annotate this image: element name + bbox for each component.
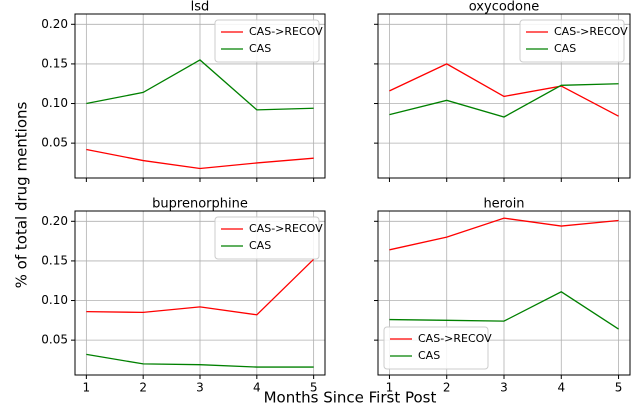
- plot-frame: [74, 13, 326, 179]
- line-series: [86, 353, 314, 368]
- y-tick-label: 0.10: [41, 96, 68, 110]
- subplot: lsd 0.05 0.10 0.15 0.20 CAS->RECOV CAS: [41, 0, 326, 182]
- y-tick-label: 0.05: [41, 333, 68, 347]
- line-series: [86, 258, 315, 316]
- subplot: buprenorphine 1 2 3 4 5 0.05 0.10 0.15 0.20 CAS->R…: [41, 197, 326, 395]
- subplot-title: lsd: [191, 0, 210, 15]
- x-tick-label: 5: [615, 381, 623, 395]
- legend-label: CAS: [418, 349, 440, 362]
- x-tick-label: 3: [196, 381, 204, 395]
- plot-frame: [377, 210, 631, 376]
- legend-label: CAS->RECOV: [249, 222, 323, 235]
- plot-frame: [377, 13, 631, 179]
- legend-label: CAS: [249, 42, 271, 55]
- line-series: [86, 148, 314, 170]
- legend-box: [214, 19, 320, 63]
- legend: CAS->RECOV CAS: [519, 19, 628, 63]
- x-tick-label: 2: [139, 381, 147, 395]
- line-series: [389, 63, 619, 117]
- subplot: oxycodone CAS->RECOV CAS: [374, 0, 631, 182]
- y-tick-label: 0.10: [41, 293, 68, 307]
- line-series: [86, 59, 314, 111]
- legend: CAS->RECOV CAS: [214, 216, 323, 260]
- x-tick-label: 4: [557, 381, 565, 395]
- subplot-title: buprenorphine: [152, 197, 248, 212]
- x-tick-label: 1: [83, 381, 91, 395]
- legend-label: CAS: [249, 239, 271, 252]
- x-tick-label: 4: [253, 381, 261, 395]
- y-tick-label: 0.15: [41, 253, 68, 267]
- y-tick-label: 0.15: [41, 56, 68, 70]
- x-tick-label: 5: [310, 381, 318, 395]
- line-series: [389, 83, 619, 118]
- y-axis-label: % of total drug mentions: [13, 101, 31, 288]
- plot-frame: [74, 210, 326, 376]
- subplot-title: oxycodone: [469, 0, 539, 15]
- line-series: [389, 291, 619, 330]
- x-tick-label: 3: [500, 381, 508, 395]
- legend-label: CAS->RECOV: [554, 25, 628, 38]
- legend-label: CAS->RECOV: [418, 332, 492, 345]
- legend: CAS->RECOV CAS: [383, 326, 492, 370]
- legend-box: [519, 19, 625, 63]
- legend-box: [383, 326, 489, 370]
- y-tick-label: 0.20: [41, 17, 68, 31]
- legend: CAS->RECOV CAS: [214, 19, 323, 63]
- legend-box: [214, 216, 320, 260]
- legend-label: CAS: [554, 42, 576, 55]
- x-axis-label: Months Since First Post: [264, 389, 437, 407]
- legend-label: CAS->RECOV: [249, 25, 323, 38]
- x-tick-label: 1: [386, 381, 394, 395]
- subplot: heroin 1 2 3 4 5 CAS->RECOV CAS: [374, 197, 631, 395]
- subplot-title: heroin: [483, 197, 524, 212]
- x-tick-label: 2: [443, 381, 451, 395]
- y-tick-label: 0.20: [41, 214, 68, 228]
- line-series: [389, 217, 619, 251]
- y-tick-label: 0.05: [41, 136, 68, 150]
